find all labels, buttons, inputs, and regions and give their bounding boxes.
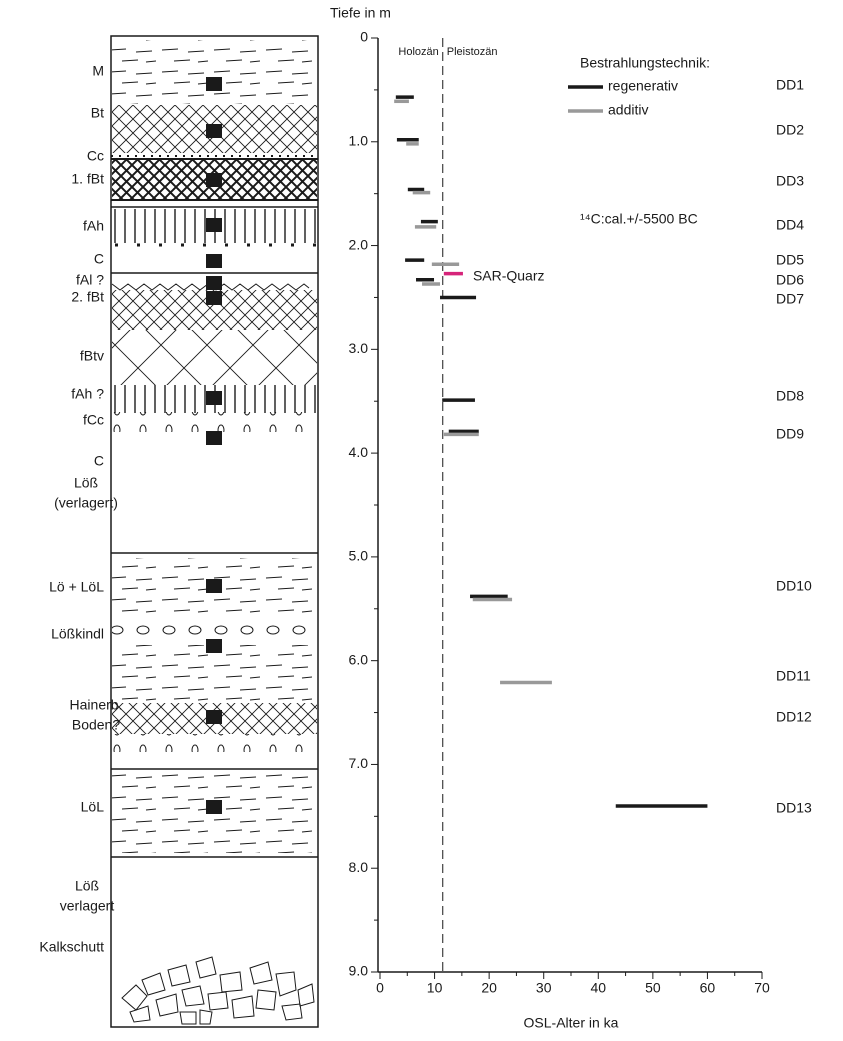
period-label: Holozän xyxy=(398,46,438,58)
y-tick-label: 2.0 xyxy=(349,236,369,252)
layer-label: M xyxy=(92,63,104,79)
layer-label: Bt xyxy=(91,105,104,121)
sample-label: DD11 xyxy=(776,668,811,684)
layer-label: Cc xyxy=(87,148,104,164)
x-axis-title: OSL-Alter in ka xyxy=(524,1015,619,1031)
layer-label: Boden? xyxy=(72,717,120,733)
annotation: ¹⁴C:cal.+/-5500 BC xyxy=(580,211,698,227)
layer-label: Kalkschutt xyxy=(39,939,104,955)
layer-label: LöL xyxy=(81,799,105,815)
layer-label: Lö + LöL xyxy=(49,579,104,595)
layer-label: fAh xyxy=(83,218,104,234)
page: MBtCc1. fBtfAhCfAl ?2. fBtfBtvfAh ?fCcCL… xyxy=(0,0,843,1036)
layer-label: Löß xyxy=(74,475,98,491)
sample-square xyxy=(206,579,222,593)
sample-label: DD13 xyxy=(776,800,812,816)
layer-label: fAh ? xyxy=(71,386,104,402)
x-tick-label: 70 xyxy=(754,980,770,996)
x-tick-label: 0 xyxy=(376,980,384,996)
sample-label: DD8 xyxy=(776,388,804,404)
layer-label: (verlagert) xyxy=(54,495,118,511)
y-tick-label: 6.0 xyxy=(349,651,369,667)
y-axis-title: Tiefe in m xyxy=(330,5,391,21)
layer-label: fAl ? xyxy=(76,272,104,288)
chart: 0 1.0 2.0 3.0 4.0 5.0 6.0 7.0 8.0 9.0 0 10 20 30 40 50 6… xyxy=(330,5,812,1031)
sample-square xyxy=(206,800,222,814)
sample-square xyxy=(206,391,222,405)
y-tick-label: 3.0 xyxy=(349,340,369,356)
x-tick-label: 50 xyxy=(645,980,661,996)
layer-label: 1. fBt xyxy=(71,171,104,187)
layer-label: 2. fBt xyxy=(71,289,104,305)
x-tick-label: 40 xyxy=(590,980,606,996)
legend-label: additiv xyxy=(608,102,648,118)
x-tick-label: 30 xyxy=(536,980,552,996)
sample-square xyxy=(206,276,222,290)
series-label: SAR-Quarz xyxy=(473,267,545,283)
sample-label: DD10 xyxy=(776,578,812,594)
sample-square xyxy=(206,124,222,138)
y-tick-label: 7.0 xyxy=(349,755,369,771)
sample-square xyxy=(206,254,222,268)
sample-square xyxy=(206,291,222,305)
y-tick-label: 5.0 xyxy=(349,548,369,564)
x-tick-label: 10 xyxy=(427,980,443,996)
sample-square xyxy=(206,218,222,232)
sample-label: DD6 xyxy=(776,272,804,288)
sample-square xyxy=(206,431,222,445)
x-tick-label: 60 xyxy=(700,980,716,996)
sample-label: DD5 xyxy=(776,252,804,268)
y-tick-label: 8.0 xyxy=(349,859,369,875)
layer-label: Hainerb. xyxy=(70,697,123,713)
period-label: Pleistozän xyxy=(447,46,498,58)
y-tick-label: 4.0 xyxy=(349,444,369,460)
layer-label: fCc xyxy=(83,412,104,428)
layer-label: fBtv xyxy=(80,348,104,364)
layer-label: Löß xyxy=(75,878,99,894)
sample-label: DD1 xyxy=(776,77,804,93)
sample-label: DD4 xyxy=(776,217,804,233)
sample-label: DD3 xyxy=(776,173,804,189)
layer-label: C xyxy=(94,251,104,267)
legend-label: regenerativ xyxy=(608,78,678,94)
sample-square xyxy=(206,639,222,653)
layer-label: C xyxy=(94,453,104,469)
y-tick-label: 9.0 xyxy=(349,963,369,979)
y-tick-label: 1.0 xyxy=(349,132,369,148)
sample-label: DD7 xyxy=(776,291,804,307)
sample-square xyxy=(206,77,222,91)
sample-square xyxy=(206,710,222,724)
sample-label: DD2 xyxy=(776,122,804,138)
sample-square xyxy=(206,173,222,187)
sample-label: DD9 xyxy=(776,426,804,442)
x-tick-label: 20 xyxy=(481,980,497,996)
sample-label: DD12 xyxy=(776,709,812,725)
y-tick-label: 0 xyxy=(360,29,368,45)
layer-label: Lößkindl xyxy=(51,626,104,642)
legend-title: Bestrahlungstechnik: xyxy=(580,55,710,71)
layer-label: verlagert xyxy=(60,898,115,914)
